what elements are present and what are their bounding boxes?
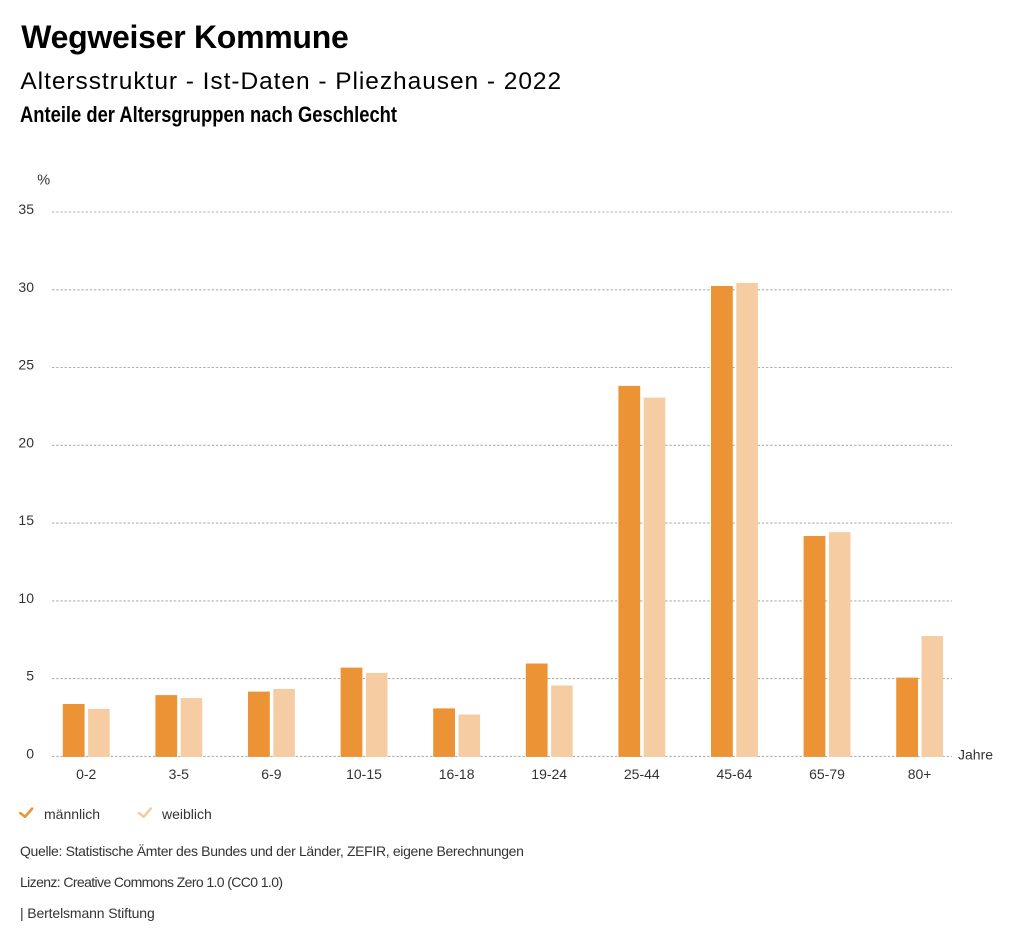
svg-text:%: % (37, 172, 50, 188)
svg-text:0: 0 (26, 745, 34, 761)
svg-text:25-44: 25-44 (624, 766, 660, 782)
svg-text:3-5: 3-5 (169, 766, 189, 782)
svg-text:männlich: männlich (44, 806, 100, 822)
svg-text:0-2: 0-2 (76, 766, 96, 782)
svg-text:5: 5 (26, 668, 34, 684)
svg-text:Jahre: Jahre (958, 747, 993, 763)
svg-text:25: 25 (18, 357, 34, 373)
svg-text:weiblich: weiblich (161, 806, 212, 822)
svg-text:65-79: 65-79 (809, 766, 845, 782)
svg-text:6-9: 6-9 (261, 766, 281, 782)
svg-text:15: 15 (18, 512, 34, 528)
svg-text:80+: 80+ (908, 766, 932, 782)
svg-text:16-18: 16-18 (439, 766, 475, 782)
svg-text:10: 10 (18, 590, 34, 606)
svg-text:19-24: 19-24 (531, 766, 567, 782)
svg-text:20: 20 (18, 434, 34, 450)
svg-text:30: 30 (18, 279, 34, 295)
svg-text:45-64: 45-64 (716, 766, 752, 782)
svg-text:10-15: 10-15 (346, 766, 382, 782)
svg-text:35: 35 (18, 201, 34, 217)
